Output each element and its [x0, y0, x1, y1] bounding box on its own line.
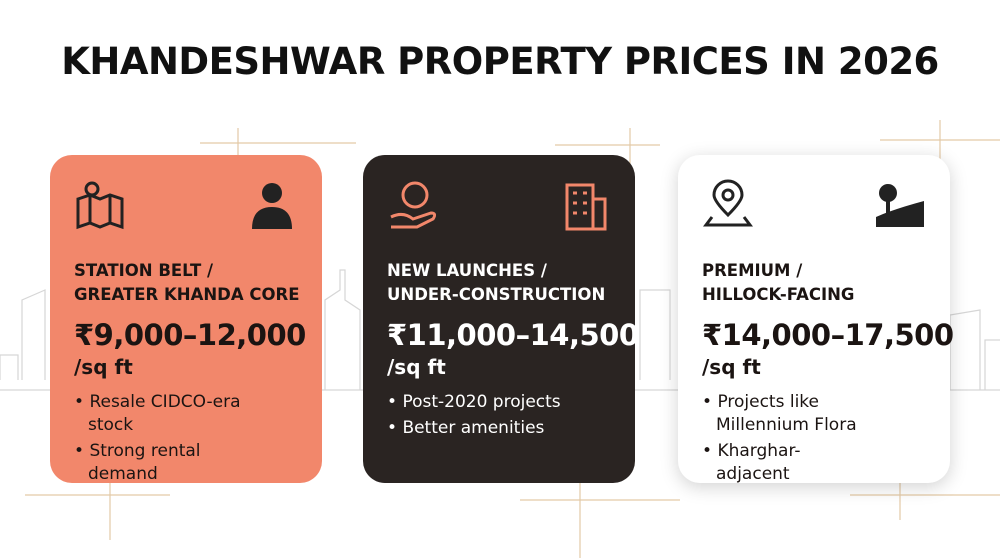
- heading: NEW LAUNCHES / UNDER-CONSTRUCTION: [387, 259, 605, 307]
- heading: PREMIUM / HILLOCK-FACING: [702, 259, 854, 307]
- bullet: Better amenities: [387, 417, 587, 440]
- location-icon: [703, 179, 753, 227]
- heading-line: UNDER-CONSTRUCTION: [387, 285, 606, 304]
- bullet: Resale CIDCO-era stock: [74, 391, 274, 437]
- bullets: Resale CIDCO-era stockStrong rental dema…: [74, 391, 274, 489]
- heading-line: HILLOCK-FACING: [702, 285, 855, 304]
- price-card: STATION BELT / GREATER KHANDA CORE ₹9,000…: [50, 155, 322, 484]
- bullets: Projects like Millennium FloraKharghar-a…: [702, 391, 872, 489]
- price: ₹11,000–14,500: [387, 318, 639, 352]
- bullets: Post-2020 projects Better amenities: [387, 391, 587, 443]
- bullet: Post-2020 projects: [387, 391, 587, 414]
- map-icon: [76, 181, 124, 230]
- heading-line: PREMIUM /: [702, 261, 803, 280]
- unit: /sq ft: [387, 355, 446, 379]
- heading-line: GREATER KHANDA CORE: [74, 285, 300, 304]
- bullet: Kharghar-adjacent: [702, 440, 872, 486]
- hill-icon: [876, 184, 924, 227]
- title: KHANDESHWAR PROPERTY PRICES IN 2026: [61, 40, 939, 83]
- rupee-hand-icon: [390, 181, 437, 229]
- price-card: NEW LAUNCHES / UNDER-CONSTRUCTION ₹11,000…: [363, 155, 639, 483]
- bullet: Projects like Millennium Flora: [702, 391, 872, 437]
- heading-line: NEW LAUNCHES /: [387, 261, 547, 280]
- unit: /sq ft: [702, 355, 761, 379]
- agent-icon: [252, 183, 292, 229]
- unit: /sq ft: [74, 355, 133, 379]
- price: ₹9,000–12,000: [74, 318, 306, 352]
- building-icon: [565, 183, 607, 231]
- heading-line: STATION BELT /: [74, 261, 213, 280]
- price: ₹14,000–17,500: [702, 318, 954, 352]
- icons: [702, 179, 926, 235]
- bullet: Strong rental demand: [74, 440, 274, 486]
- heading: STATION BELT / GREATER KHANDA CORE: [74, 259, 299, 307]
- icons: [387, 179, 611, 235]
- icons: [74, 179, 298, 235]
- price-card: PREMIUM / HILLOCK-FACING ₹14,000–17,500 /…: [678, 155, 954, 484]
